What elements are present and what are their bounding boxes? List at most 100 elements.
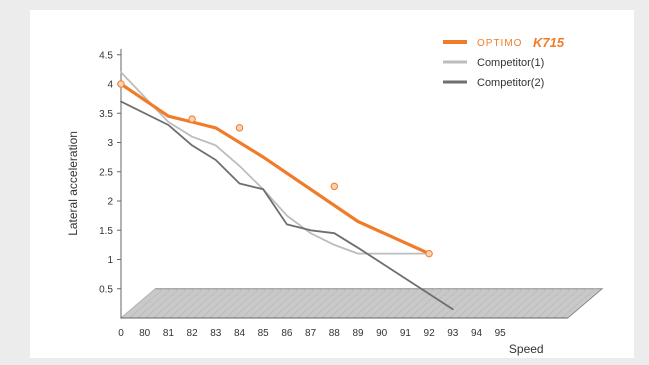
optimo-point bbox=[188, 115, 196, 123]
x-tick-label: 86 bbox=[281, 328, 293, 339]
floor-hatch-line bbox=[201, 288, 236, 319]
x-tick-label: 89 bbox=[352, 328, 364, 339]
x-tick-label: 87 bbox=[305, 328, 317, 339]
floor-hatch-line bbox=[225, 288, 260, 319]
floor-hatch-line bbox=[217, 288, 252, 319]
floor-hatch-line bbox=[177, 288, 212, 319]
floor-hatch-line bbox=[433, 288, 468, 319]
x-tick-label: 88 bbox=[329, 328, 341, 339]
y-tick-label: 4.5 bbox=[99, 50, 113, 61]
series-line-comp1 bbox=[120, 71, 430, 255]
y-tick-label: 1.5 bbox=[99, 226, 113, 237]
x-tick-label: 80 bbox=[139, 328, 151, 339]
floor-hatch-line bbox=[129, 288, 164, 319]
floor-hatch-line bbox=[273, 288, 308, 319]
floor-hatch-line bbox=[369, 288, 404, 319]
x-tick-label: 93 bbox=[447, 328, 459, 339]
y-tick-label: 1 bbox=[107, 255, 113, 266]
y-tick-label: 2.5 bbox=[99, 167, 113, 178]
y-axis-title: Lateral acceleration bbox=[66, 131, 80, 236]
floor-hatch-line bbox=[537, 288, 572, 319]
x-tick-label: 82 bbox=[187, 328, 199, 339]
floor-hatch-line bbox=[417, 288, 452, 319]
chart-floor bbox=[119, 288, 604, 319]
series-lines bbox=[117, 71, 454, 311]
floor-hatch-line bbox=[441, 288, 476, 319]
floor-hatch-line bbox=[329, 288, 364, 319]
optimo-point bbox=[330, 182, 338, 191]
floor-hatch-line bbox=[457, 288, 492, 319]
floor-hatch-line bbox=[361, 288, 396, 319]
floor-hatch-line bbox=[305, 288, 340, 319]
floor-hatch-line bbox=[169, 288, 204, 319]
floor-hatch-line bbox=[529, 288, 564, 319]
y-tick-label: 3.5 bbox=[99, 109, 113, 120]
floor-hatch-line bbox=[121, 288, 156, 319]
floor-hatch-line bbox=[337, 288, 372, 319]
series-line-comp2 bbox=[120, 100, 454, 311]
floor-hatch-line bbox=[353, 288, 388, 319]
floor-hatch-line bbox=[449, 288, 484, 319]
x-axis-title: Speed bbox=[509, 342, 544, 356]
floor-hatch-line bbox=[497, 288, 532, 319]
y-tick-label: 4 bbox=[107, 80, 113, 91]
legend-label-optimo-model: K715 bbox=[533, 35, 565, 50]
legend-label-comp2: Competitor(2) bbox=[477, 77, 544, 89]
floor-hatch-line bbox=[313, 288, 348, 319]
floor-hatch-line bbox=[193, 288, 228, 319]
floor-hatch-line bbox=[465, 288, 500, 319]
floor-hatch-line bbox=[409, 288, 444, 319]
floor-hatch-line bbox=[385, 288, 420, 319]
floor-hatch-line bbox=[481, 288, 516, 319]
floor-hatch-line bbox=[513, 288, 548, 319]
x-tick-label: 91 bbox=[400, 328, 412, 339]
optimo-point bbox=[235, 124, 244, 132]
chart-panel: 0.5 1 1.5 2 2.5 3 3.5 4 4.5 0 80 81 82 83 84 85 86 87 88 89… bbox=[30, 10, 634, 358]
floor-hatch-line bbox=[377, 288, 412, 319]
legend: OPTIMO K715 Competitor(1) Competitor(2) bbox=[443, 35, 565, 89]
floor-hatch-line bbox=[521, 288, 556, 319]
y-tick-label: 3 bbox=[107, 138, 113, 149]
floor-hatch-line bbox=[185, 288, 220, 319]
floor-hatch-line bbox=[249, 288, 284, 319]
floor-hatch-line bbox=[545, 288, 580, 319]
floor-hatch-line bbox=[297, 288, 332, 319]
floor-hatch-line bbox=[489, 288, 524, 319]
x-tick-label: 84 bbox=[234, 328, 246, 339]
optimo-point bbox=[117, 80, 125, 88]
x-tick-label: 81 bbox=[163, 328, 175, 339]
floor-hatch-line bbox=[265, 288, 300, 319]
floor-hatch-line bbox=[473, 288, 508, 319]
floor-hatch-line bbox=[553, 288, 588, 319]
x-tick-label: 83 bbox=[210, 328, 222, 339]
x-tick-label: 94 bbox=[471, 328, 483, 339]
y-tick-label: 2 bbox=[107, 197, 113, 208]
y-tick-label: 0.5 bbox=[99, 284, 113, 295]
optimo-point bbox=[425, 249, 433, 258]
floor-hatch-line bbox=[137, 288, 172, 319]
floor-hatch-line bbox=[257, 288, 292, 319]
x-tick-label: 95 bbox=[495, 328, 507, 339]
floor-hatch-line bbox=[561, 288, 596, 319]
x-tick-label: 85 bbox=[258, 328, 270, 339]
floor-hatch-line bbox=[345, 288, 380, 319]
floor-hatch-line bbox=[161, 288, 196, 319]
series-line-optimo bbox=[119, 82, 431, 256]
legend-label-optimo-brand: OPTIMO bbox=[477, 38, 522, 49]
floor-hatch-line bbox=[209, 288, 244, 319]
floor-hatch-line bbox=[153, 288, 188, 319]
floor-hatch-line bbox=[145, 288, 180, 319]
floor-hatch-line bbox=[233, 288, 268, 319]
x-tick-label: 0 bbox=[118, 328, 124, 339]
floor-hatch-line bbox=[321, 288, 356, 319]
x-tick-label: 90 bbox=[376, 328, 388, 339]
x-tick-label: 92 bbox=[424, 328, 436, 339]
legend-label-comp1: Competitor(1) bbox=[477, 57, 544, 69]
floor-hatch-line bbox=[505, 288, 540, 319]
floor-hatch-line bbox=[289, 288, 324, 319]
line-chart: 0.5 1 1.5 2 2.5 3 3.5 4 4.5 0 80 81 82 83 84 85 86 87 88 89… bbox=[66, 35, 604, 356]
floor-hatch-line bbox=[393, 288, 428, 319]
floor-hatch-line bbox=[241, 288, 276, 319]
axes: 0.5 1 1.5 2 2.5 3 3.5 4 4.5 0 80 81 82 83 84 85 86 87 88 89… bbox=[66, 48, 568, 356]
floor-hatch-line bbox=[281, 288, 316, 319]
